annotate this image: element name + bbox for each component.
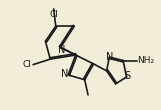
Text: N: N: [58, 45, 65, 55]
Text: Cl: Cl: [22, 60, 31, 69]
Text: Cl: Cl: [49, 10, 58, 19]
Text: NH₂: NH₂: [137, 56, 155, 65]
Text: S: S: [124, 71, 130, 81]
Text: N: N: [106, 52, 113, 62]
Text: N: N: [61, 69, 68, 79]
